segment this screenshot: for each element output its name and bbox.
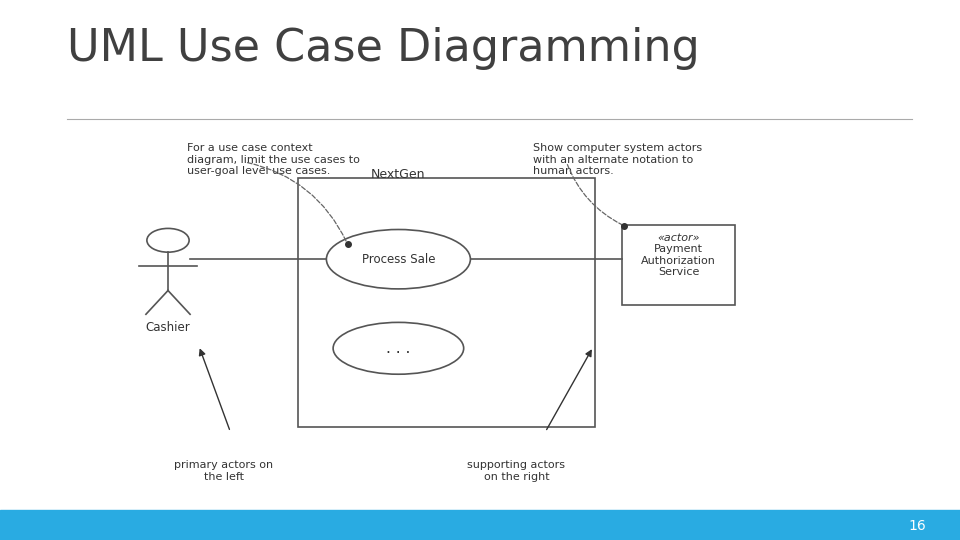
- Text: UML Use Case Diagramming: UML Use Case Diagramming: [67, 27, 700, 70]
- Text: NextGen: NextGen: [372, 168, 425, 181]
- Text: supporting actors
on the right: supporting actors on the right: [468, 460, 565, 482]
- Circle shape: [147, 228, 189, 252]
- Bar: [0, 510, 960, 540]
- Text: Payment
Authorization
Service: Payment Authorization Service: [641, 244, 716, 277]
- FancyBboxPatch shape: [298, 178, 595, 427]
- Ellipse shape: [326, 230, 470, 289]
- Text: . . .: . . .: [386, 341, 411, 356]
- FancyBboxPatch shape: [622, 225, 735, 305]
- Ellipse shape: [333, 322, 464, 374]
- Text: Cashier: Cashier: [146, 321, 190, 334]
- Text: For a use case context
diagram, limit the use cases to
user-goal level use cases: For a use case context diagram, limit th…: [187, 143, 360, 176]
- Text: 16: 16: [909, 519, 926, 534]
- Text: Process Sale: Process Sale: [362, 253, 435, 266]
- Text: primary actors on
the left: primary actors on the left: [174, 460, 274, 482]
- Text: «actor»: «actor»: [658, 233, 700, 244]
- Text: Show computer system actors
with an alternate notation to
human actors.: Show computer system actors with an alte…: [533, 143, 702, 176]
